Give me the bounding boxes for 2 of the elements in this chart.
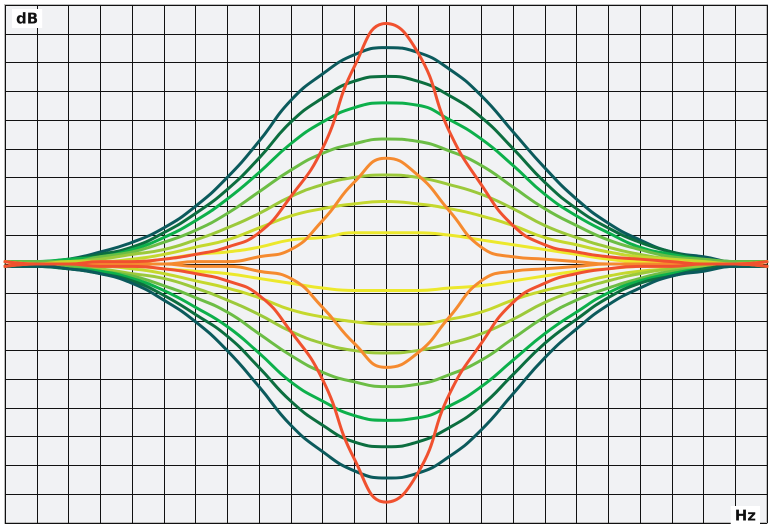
y-axis-title: dB (16, 10, 38, 28)
x-axis-title: Hz (734, 506, 756, 524)
